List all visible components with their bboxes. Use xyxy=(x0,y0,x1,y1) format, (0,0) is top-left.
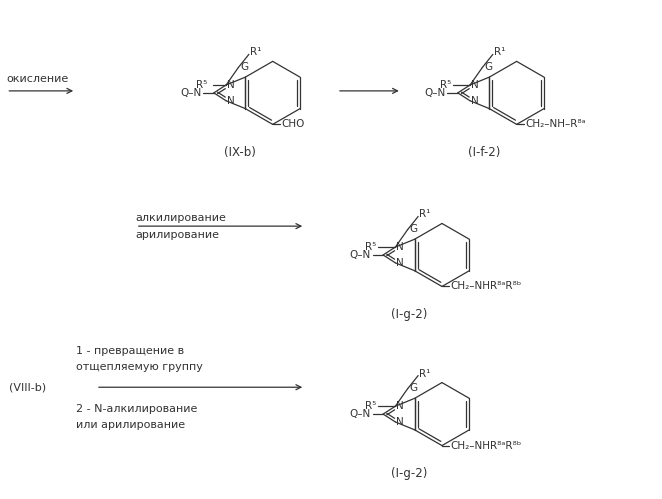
Text: CH₂–NHR⁸ᵃR⁸ᵇ: CH₂–NHR⁸ᵃR⁸ᵇ xyxy=(451,281,522,291)
Text: CH₂–NHR⁸ᵃR⁸ᵇ: CH₂–NHR⁸ᵃR⁸ᵇ xyxy=(451,441,522,451)
Text: Q–N: Q–N xyxy=(180,88,201,98)
Text: Q–N: Q–N xyxy=(350,250,371,260)
Text: R¹: R¹ xyxy=(419,210,430,220)
Text: (I-g-2): (I-g-2) xyxy=(391,467,428,480)
Text: CH₂–NH–R⁸ᵃ: CH₂–NH–R⁸ᵃ xyxy=(526,119,586,129)
Text: N: N xyxy=(397,242,404,252)
Text: отщепляемую группу: отщепляемую группу xyxy=(76,362,203,372)
Text: (I-g-2): (I-g-2) xyxy=(391,308,428,321)
Text: N: N xyxy=(471,96,479,106)
Text: G: G xyxy=(240,61,248,71)
Text: Q–N: Q–N xyxy=(350,409,371,419)
Text: CHO: CHO xyxy=(281,119,305,129)
Text: R⁵: R⁵ xyxy=(197,80,208,90)
Text: Q–N: Q–N xyxy=(424,88,446,98)
Text: алкилирование: алкилирование xyxy=(136,213,226,223)
Text: окисление: окисление xyxy=(7,74,69,84)
Text: N: N xyxy=(471,80,479,90)
Text: (I-f-2): (I-f-2) xyxy=(468,146,500,159)
Text: N: N xyxy=(397,258,404,268)
Text: N: N xyxy=(397,417,404,427)
Text: или арилирование: или арилирование xyxy=(76,420,185,430)
Text: 1 - превращение в: 1 - превращение в xyxy=(76,346,184,356)
Text: R⁵: R⁵ xyxy=(365,401,376,411)
Text: G: G xyxy=(410,383,418,393)
Text: (IX-b): (IX-b) xyxy=(224,146,256,159)
Text: N: N xyxy=(397,401,404,411)
Text: R⁵: R⁵ xyxy=(365,242,376,252)
Text: R¹: R¹ xyxy=(494,47,505,57)
Text: N: N xyxy=(227,80,235,90)
Text: R¹: R¹ xyxy=(419,369,430,379)
Text: G: G xyxy=(410,224,418,234)
Text: N: N xyxy=(227,96,235,106)
Text: R¹: R¹ xyxy=(250,47,261,57)
Text: арилирование: арилирование xyxy=(136,230,220,240)
Text: R⁵: R⁵ xyxy=(440,80,451,90)
Text: 2 - N-алкилирование: 2 - N-алкилирование xyxy=(76,404,197,414)
Text: (VIII-b): (VIII-b) xyxy=(9,382,46,392)
Text: G: G xyxy=(485,61,493,71)
